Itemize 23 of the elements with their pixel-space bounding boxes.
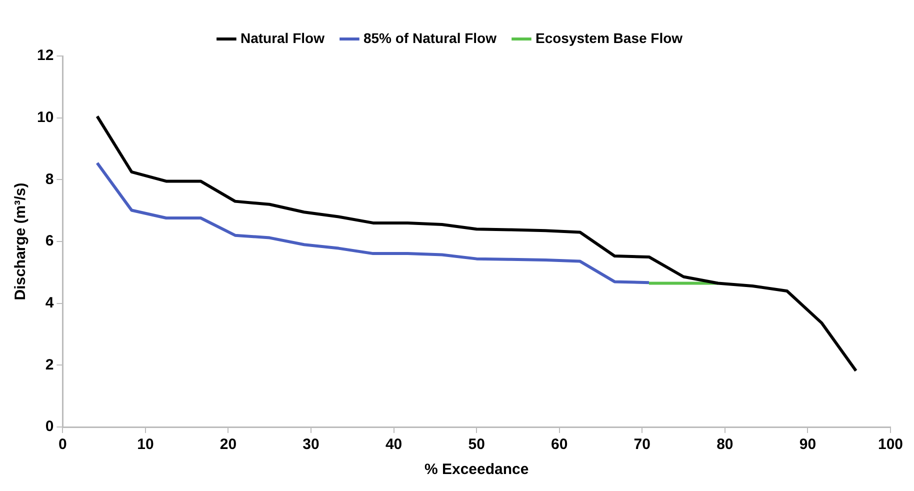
legend-label: Ecosystem Base Flow bbox=[535, 30, 683, 46]
legend-label: 85% of Natural Flow bbox=[363, 30, 497, 46]
x-tick-label: 90 bbox=[799, 436, 816, 454]
x-tick-label: 30 bbox=[302, 436, 320, 454]
x-tick-label: 20 bbox=[220, 436, 237, 454]
legend-label: Natural Flow bbox=[240, 30, 325, 46]
y-tick-label: 0 bbox=[45, 418, 54, 436]
x-axis-title: % Exceedance bbox=[424, 461, 529, 478]
y-tick-label: 4 bbox=[45, 294, 54, 312]
x-tick-label: 100 bbox=[878, 436, 903, 454]
y-tick-label: 10 bbox=[36, 108, 54, 126]
x-tick-label: 80 bbox=[716, 436, 734, 454]
x-tick-label: 60 bbox=[551, 436, 568, 454]
x-tick-label: 70 bbox=[634, 436, 650, 454]
y-axis-title: Discharge (m³/s) bbox=[12, 182, 30, 300]
x-tick-label: 50 bbox=[468, 436, 485, 454]
y-tick-label: 6 bbox=[45, 232, 54, 250]
x-tick-label: 0 bbox=[58, 436, 67, 454]
y-tick-label: 12 bbox=[36, 47, 54, 64]
x-tick-label: 10 bbox=[137, 436, 154, 454]
y-tick-label: 2 bbox=[45, 356, 54, 374]
x-tick-label: 40 bbox=[385, 436, 402, 454]
y-tick-label: 8 bbox=[45, 170, 54, 188]
